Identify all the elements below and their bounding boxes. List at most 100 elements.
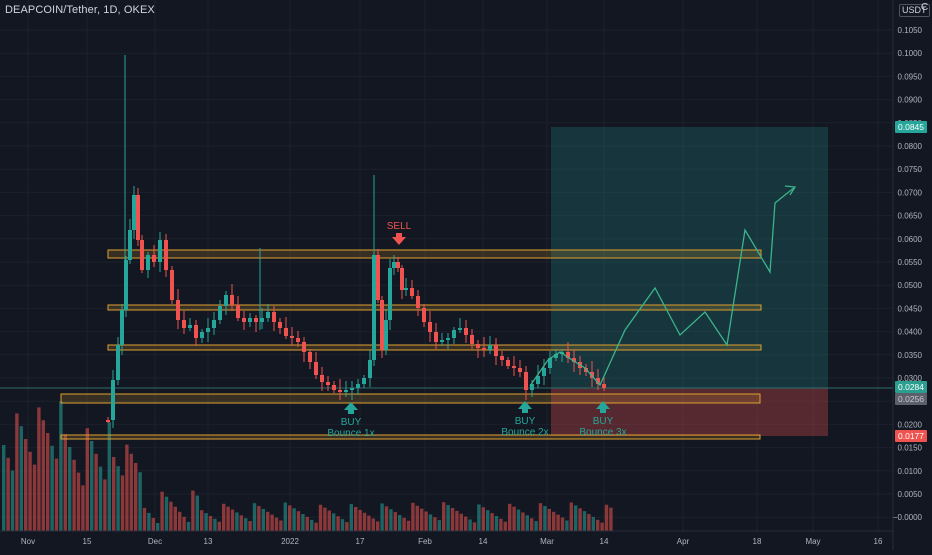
volume-bar	[362, 512, 367, 531]
currency-badge[interactable]: USDT	[899, 4, 930, 17]
sell-arrow-icon	[392, 233, 406, 245]
candle-body	[482, 348, 486, 350]
price-tick-label: 0.0300	[898, 374, 923, 383]
candle-body	[350, 388, 354, 390]
candle-body	[530, 384, 534, 390]
candle-body	[188, 325, 192, 328]
price-tick-label: 0.1050	[898, 26, 923, 35]
candle-body	[404, 288, 408, 290]
volume-bar	[402, 517, 406, 531]
volume-bar	[534, 521, 538, 531]
candle-body	[224, 295, 228, 306]
volume-bar	[569, 502, 573, 531]
stop-loss-zone[interactable]	[551, 388, 828, 436]
volume-bar	[274, 517, 279, 531]
candle-body	[284, 328, 288, 336]
buy-marker-2[interactable]: BUY Bounce 2x	[501, 401, 549, 438]
buy-marker-3[interactable]: BUY Bounce 3x	[579, 401, 627, 438]
candle-body	[536, 376, 540, 384]
time-tick-label: 14	[479, 537, 488, 546]
volume-bar	[182, 516, 186, 531]
support-zone-0026[interactable]	[60, 393, 761, 404]
candle-body	[458, 328, 462, 330]
volume-bar	[15, 413, 19, 531]
support-resistance-zones[interactable]	[60, 249, 762, 440]
sell-marker[interactable]: SELL	[387, 221, 412, 245]
volume-bar	[279, 520, 283, 531]
volume-bar	[85, 428, 89, 531]
candle-body	[170, 270, 174, 300]
volume-bar	[318, 504, 323, 531]
time-tick-label: 2022	[281, 537, 299, 546]
bounce-label-2: Bounce 2x	[501, 427, 548, 438]
volume-bar	[283, 502, 287, 531]
volume-bar	[494, 515, 499, 531]
axis-settings-button[interactable]: C	[921, 2, 929, 13]
candle-body	[212, 320, 216, 328]
volume-bar	[138, 472, 142, 531]
candle-body	[356, 384, 360, 388]
resistance-zone-0055[interactable]	[107, 249, 762, 259]
volume-bar	[81, 485, 85, 531]
volume-bar	[63, 434, 67, 531]
price-tick-label: 0.0550	[898, 258, 923, 267]
volume-bar	[486, 510, 490, 531]
volume-bar	[90, 441, 94, 531]
time-tick-label: May	[805, 537, 820, 546]
candlesticks	[106, 55, 606, 428]
candle-body	[548, 358, 552, 368]
entry-price-label: 0.0256	[898, 394, 924, 404]
volume-bar	[37, 407, 41, 531]
candle-body	[410, 288, 414, 296]
price-tick-label: 0.0400	[898, 328, 923, 337]
candle-body	[164, 240, 168, 270]
volume-bar	[578, 508, 582, 531]
price-axis[interactable]: 0.10500.10000.09500.09000.08500.08000.07…	[892, 0, 923, 550]
buy-marker-1[interactable]: BUY Bounce 1x	[327, 402, 375, 439]
support-zone-0037[interactable]	[107, 344, 762, 351]
volume-bar	[587, 514, 591, 531]
candle-body	[422, 308, 426, 322]
candle-body	[302, 342, 306, 352]
volume-bar	[565, 520, 569, 531]
candle-body	[388, 268, 392, 320]
support-zone-0018[interactable]	[60, 434, 761, 440]
candle-body	[554, 354, 558, 358]
candle-body	[272, 312, 276, 322]
symbol-title[interactable]: DEAPCOIN/Tether, 1D, OKEX	[5, 4, 155, 16]
candle-body	[380, 300, 384, 350]
time-axis[interactable]: Nov 15 Dec 13 2022 17 Feb 14 Mar 14 Apr 18 May 16	[0, 530, 893, 546]
volume-bar	[129, 453, 133, 531]
volume-bar	[19, 426, 23, 531]
current-price-badge	[895, 381, 927, 393]
candle-body	[158, 240, 162, 262]
time-tick-label: Nov	[21, 537, 35, 546]
volume-bar	[164, 496, 169, 531]
volume-bar	[358, 509, 362, 531]
price-tick-label: 0.0050	[898, 490, 923, 499]
volume-bar	[200, 510, 204, 531]
volume-bar	[446, 505, 450, 531]
volume-bar	[371, 518, 375, 531]
volume-bar	[433, 517, 437, 531]
volume-bar	[257, 506, 261, 531]
volume-bar	[116, 466, 120, 531]
volume-bar	[516, 509, 521, 531]
volume-bar	[556, 514, 560, 531]
candle-body	[236, 305, 240, 318]
volume-bar	[552, 511, 556, 531]
volume-bar	[490, 513, 494, 531]
price-tick-label: −0.0000	[893, 513, 923, 522]
candle-body	[132, 195, 136, 230]
volume-bar	[134, 463, 138, 531]
volume-bar	[424, 511, 428, 531]
time-tick-label: 14	[600, 537, 609, 546]
projection-path[interactable]	[529, 186, 796, 387]
volume-bar	[10, 470, 15, 531]
candle-body	[572, 358, 576, 362]
candle-body	[140, 240, 144, 270]
resistance-zone-0045[interactable]	[107, 304, 762, 311]
candle-body	[524, 372, 528, 390]
